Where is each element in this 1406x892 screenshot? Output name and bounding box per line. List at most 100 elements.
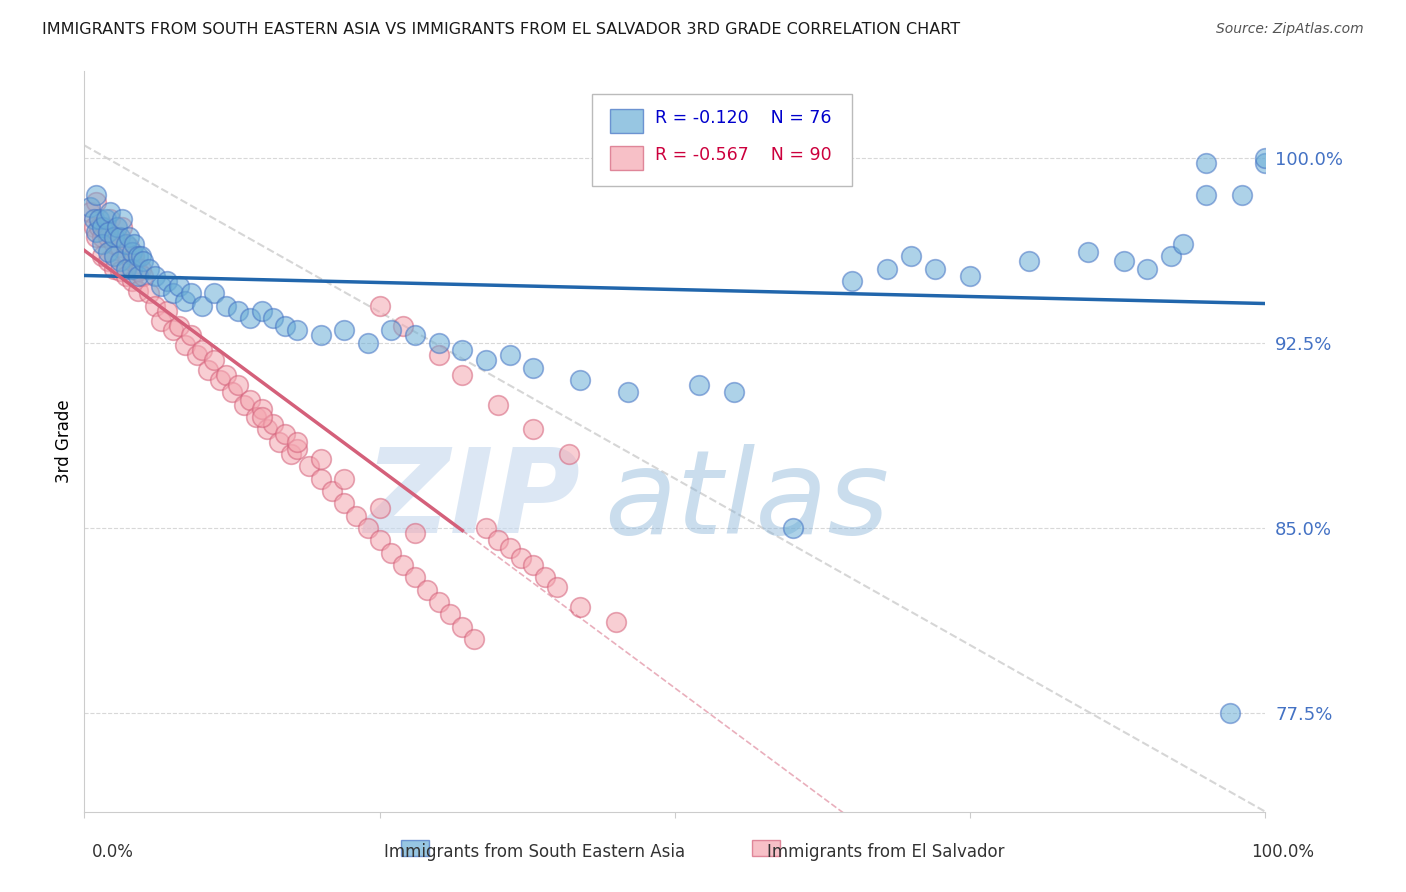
- Point: [108, 264, 131, 278]
- Point: [274, 318, 297, 333]
- Point: [245, 409, 267, 424]
- Point: [239, 311, 262, 326]
- Point: [262, 417, 284, 432]
- Point: [202, 353, 225, 368]
- Point: [114, 269, 136, 284]
- Text: Immigrants from El Salvador: Immigrants from El Salvador: [768, 843, 1004, 861]
- Text: Immigrants from South Eastern Asia: Immigrants from South Eastern Asia: [384, 843, 685, 861]
- Point: [357, 521, 380, 535]
- Point: [1195, 187, 1218, 202]
- Point: [250, 303, 273, 318]
- Point: [475, 521, 498, 535]
- Point: [108, 239, 131, 253]
- Point: [309, 451, 332, 466]
- Point: [404, 328, 426, 343]
- Point: [173, 338, 195, 352]
- Point: [215, 299, 238, 313]
- Point: [1018, 254, 1040, 268]
- Point: [463, 632, 485, 646]
- Point: [475, 353, 498, 368]
- Point: [122, 249, 145, 263]
- Point: [167, 279, 190, 293]
- Point: [1195, 155, 1218, 169]
- Point: [138, 286, 160, 301]
- Point: [688, 377, 710, 392]
- Point: [103, 237, 125, 252]
- Point: [616, 385, 638, 400]
- Point: [522, 360, 544, 375]
- Point: [111, 219, 134, 234]
- Bar: [752, 840, 780, 856]
- Point: [127, 269, 149, 284]
- Y-axis label: 3rd Grade: 3rd Grade: [55, 400, 73, 483]
- Point: [321, 483, 343, 498]
- Text: R = -0.567    N = 90: R = -0.567 N = 90: [655, 146, 831, 164]
- Point: [215, 368, 238, 382]
- Point: [1160, 249, 1182, 263]
- Point: [150, 279, 173, 293]
- Point: [380, 545, 402, 559]
- Point: [380, 323, 402, 337]
- Point: [97, 225, 120, 239]
- Point: [191, 299, 214, 313]
- Point: [221, 385, 243, 400]
- Point: [84, 195, 107, 210]
- Point: [546, 580, 568, 594]
- Point: [250, 402, 273, 417]
- Point: [103, 229, 125, 244]
- Bar: [401, 840, 429, 856]
- Point: [368, 501, 391, 516]
- Point: [256, 422, 278, 436]
- Point: [333, 323, 356, 337]
- Point: [309, 328, 332, 343]
- Point: [94, 212, 117, 227]
- FancyBboxPatch shape: [592, 94, 852, 186]
- Point: [451, 343, 474, 358]
- Point: [107, 229, 129, 244]
- Point: [114, 261, 136, 276]
- Point: [143, 269, 166, 284]
- Point: [427, 335, 450, 350]
- Point: [924, 261, 946, 276]
- Point: [1254, 155, 1277, 169]
- Point: [416, 582, 439, 597]
- Text: atlas: atlas: [605, 443, 889, 558]
- Point: [111, 212, 134, 227]
- Point: [138, 261, 160, 276]
- Point: [162, 286, 184, 301]
- Text: IMMIGRANTS FROM SOUTH EASTERN ASIA VS IMMIGRANTS FROM EL SALVADOR 3RD GRADE CORR: IMMIGRANTS FROM SOUTH EASTERN ASIA VS IM…: [42, 22, 960, 37]
- Point: [103, 249, 125, 263]
- Point: [486, 533, 509, 548]
- Point: [427, 595, 450, 609]
- Point: [392, 318, 415, 333]
- Point: [127, 284, 149, 298]
- Point: [1230, 187, 1253, 202]
- Point: [162, 323, 184, 337]
- Text: 0.0%: 0.0%: [91, 843, 134, 861]
- Point: [368, 533, 391, 548]
- Point: [98, 212, 121, 227]
- Point: [118, 239, 141, 253]
- Point: [127, 249, 149, 263]
- Point: [534, 570, 557, 584]
- Point: [97, 244, 120, 259]
- Point: [269, 434, 291, 449]
- Point: [392, 558, 415, 572]
- Point: [97, 229, 120, 244]
- Point: [108, 229, 131, 244]
- Point: [368, 299, 391, 313]
- Point: [156, 274, 179, 288]
- Point: [1077, 244, 1099, 259]
- Bar: [610, 146, 643, 169]
- Bar: [610, 109, 643, 133]
- Point: [285, 323, 308, 337]
- Point: [569, 373, 592, 387]
- Point: [129, 249, 152, 263]
- Point: [900, 249, 922, 263]
- Point: [167, 318, 190, 333]
- Point: [180, 286, 202, 301]
- Point: [87, 219, 110, 234]
- Point: [876, 261, 898, 276]
- Point: [451, 368, 474, 382]
- Point: [150, 313, 173, 327]
